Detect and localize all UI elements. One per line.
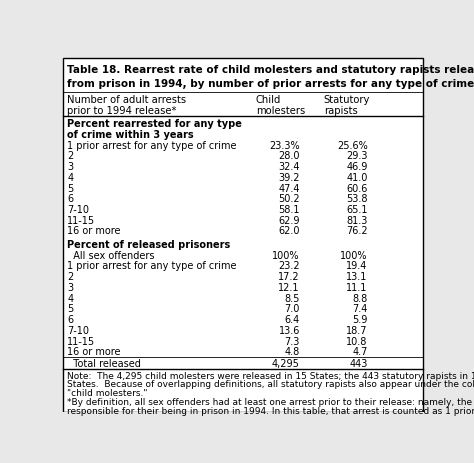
Text: 12.1: 12.1: [278, 282, 300, 292]
Text: Number of adult arrests: Number of adult arrests: [67, 95, 186, 105]
Text: 23.2: 23.2: [278, 261, 300, 271]
Text: 1 prior arrest for any type of crime: 1 prior arrest for any type of crime: [67, 261, 237, 271]
Text: 5: 5: [67, 304, 73, 313]
FancyBboxPatch shape: [63, 59, 423, 412]
Text: 6.4: 6.4: [284, 314, 300, 325]
Text: Percent of released prisoners: Percent of released prisoners: [67, 239, 230, 250]
Text: 8.8: 8.8: [353, 293, 368, 303]
Text: "child molesters.": "child molesters.": [67, 388, 148, 398]
Text: 17.2: 17.2: [278, 272, 300, 282]
Text: 7-10: 7-10: [67, 325, 89, 335]
Text: 28.0: 28.0: [278, 151, 300, 161]
Text: 19.4: 19.4: [346, 261, 368, 271]
Text: 5.9: 5.9: [353, 314, 368, 325]
Text: responsible for their being in prison in 1994. In this table, that arrest is cou: responsible for their being in prison in…: [67, 407, 474, 415]
Text: 4,295: 4,295: [272, 359, 300, 369]
Text: 60.6: 60.6: [346, 183, 368, 193]
Text: 3: 3: [67, 282, 73, 292]
Text: Note:  The 4,295 child molesters were released in 15 States; the 443 statutory r: Note: The 4,295 child molesters were rel…: [67, 371, 474, 380]
Text: 100%: 100%: [273, 250, 300, 260]
Text: 3: 3: [67, 162, 73, 172]
Text: prior to 1994 release*: prior to 1994 release*: [67, 106, 177, 115]
Text: 16 or more: 16 or more: [67, 226, 121, 236]
Text: 4.7: 4.7: [353, 346, 368, 357]
Text: 443: 443: [349, 359, 368, 369]
Text: of crime within 3 years: of crime within 3 years: [67, 130, 194, 140]
Text: 11-15: 11-15: [67, 215, 95, 225]
Text: molesters: molesters: [256, 106, 305, 115]
Text: 23.3%: 23.3%: [269, 140, 300, 150]
Text: 32.4: 32.4: [278, 162, 300, 172]
Text: rapists: rapists: [324, 106, 357, 115]
Text: 81.3: 81.3: [346, 215, 368, 225]
Text: 58.1: 58.1: [278, 205, 300, 214]
Text: 47.4: 47.4: [278, 183, 300, 193]
Text: 53.8: 53.8: [346, 194, 368, 204]
Text: 4: 4: [67, 293, 73, 303]
Text: 2: 2: [67, 272, 73, 282]
Text: *By definition, all sex offenders had at least one arrest prior to their release: *By definition, all sex offenders had at…: [67, 397, 474, 407]
Text: 65.1: 65.1: [346, 205, 368, 214]
Text: 41.0: 41.0: [346, 173, 368, 182]
Text: Percent rearrested for any type: Percent rearrested for any type: [67, 119, 242, 129]
Text: 1 prior arrest for any type of crime: 1 prior arrest for any type of crime: [67, 140, 237, 150]
Text: 50.2: 50.2: [278, 194, 300, 204]
Text: Statutory: Statutory: [324, 95, 370, 105]
Text: 18.7: 18.7: [346, 325, 368, 335]
Text: 39.2: 39.2: [278, 173, 300, 182]
Text: 13.1: 13.1: [346, 272, 368, 282]
Text: 10.8: 10.8: [346, 336, 368, 346]
Text: Child: Child: [256, 95, 281, 105]
Text: 76.2: 76.2: [346, 226, 368, 236]
Text: 4.8: 4.8: [284, 346, 300, 357]
Text: 6: 6: [67, 194, 73, 204]
Text: 13.6: 13.6: [279, 325, 300, 335]
Text: States.  Because of overlapping definitions, all statutory rapists also appear u: States. Because of overlapping definitio…: [67, 380, 474, 388]
Text: 25.6%: 25.6%: [337, 140, 368, 150]
Text: 11.1: 11.1: [346, 282, 368, 292]
Text: 7.0: 7.0: [284, 304, 300, 313]
Text: 7.4: 7.4: [353, 304, 368, 313]
Text: All sex offenders: All sex offenders: [67, 250, 155, 260]
Text: 5: 5: [67, 183, 73, 193]
Text: 4: 4: [67, 173, 73, 182]
Text: Table 18. Rearrest rate of child molesters and statutory rapists released: Table 18. Rearrest rate of child moleste…: [67, 64, 474, 75]
Text: 16 or more: 16 or more: [67, 346, 121, 357]
Text: 7-10: 7-10: [67, 205, 89, 214]
Text: 6: 6: [67, 314, 73, 325]
Text: 46.9: 46.9: [346, 162, 368, 172]
Text: 2: 2: [67, 151, 73, 161]
Text: 11-15: 11-15: [67, 336, 95, 346]
Text: 7.3: 7.3: [284, 336, 300, 346]
Text: from prison in 1994, by number of prior arrests for any type of crime: from prison in 1994, by number of prior …: [67, 79, 474, 89]
Text: Total released: Total released: [67, 359, 141, 369]
Text: 100%: 100%: [340, 250, 368, 260]
Text: 62.0: 62.0: [278, 226, 300, 236]
Text: 8.5: 8.5: [284, 293, 300, 303]
Text: 62.9: 62.9: [278, 215, 300, 225]
Text: 29.3: 29.3: [346, 151, 368, 161]
